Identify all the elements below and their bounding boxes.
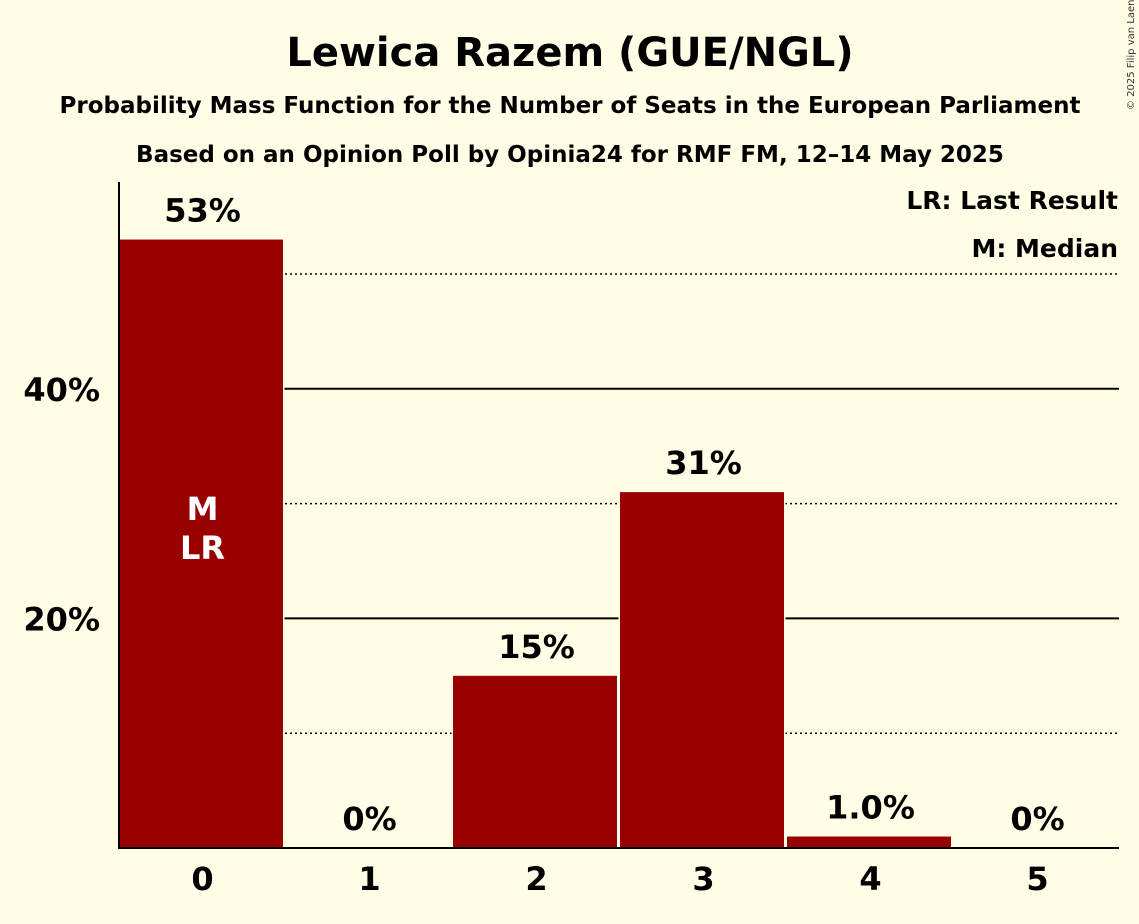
bar-seats-3 — [620, 492, 784, 848]
bars-group — [117, 238, 953, 848]
x-tick-label: 3 — [692, 860, 714, 898]
bar-value-label: 0% — [1010, 800, 1064, 838]
chart-subtitle-source: Based on an Opinion Poll by Opinia24 for… — [136, 142, 1004, 168]
median-marker: M — [187, 490, 219, 528]
bar-value-label: 0% — [342, 800, 396, 838]
axes — [118, 182, 1119, 849]
x-tick-label: 2 — [525, 860, 547, 898]
x-tick-label: 0 — [191, 860, 213, 898]
legend-median: M: Median — [971, 234, 1118, 263]
chart-title: Lewica Razem (GUE/NGL) — [286, 30, 853, 76]
x-tick-label: 1 — [358, 860, 380, 898]
copyright-note: © 2025 Filip van Laenen — [1126, 0, 1137, 110]
y-tick-label: 20% — [23, 600, 100, 638]
chart-subtitle: Probability Mass Function for the Number… — [60, 93, 1081, 119]
bar-value-label: 31% — [665, 444, 742, 482]
legend-last-result: LR: Last Result — [906, 186, 1118, 215]
bar-value-label: 53% — [164, 192, 241, 230]
y-tick-label: 40% — [23, 371, 100, 409]
last-result-marker: LR — [180, 529, 225, 567]
bar-value-label: 1.0% — [826, 789, 915, 827]
x-tick-label: 4 — [859, 860, 881, 898]
bar-seats-4 — [787, 836, 951, 848]
bar-value-label: 15% — [498, 628, 575, 666]
bar-seats-0 — [119, 239, 283, 848]
bar-seats-2 — [453, 675, 617, 848]
x-tick-label: 5 — [1026, 860, 1048, 898]
